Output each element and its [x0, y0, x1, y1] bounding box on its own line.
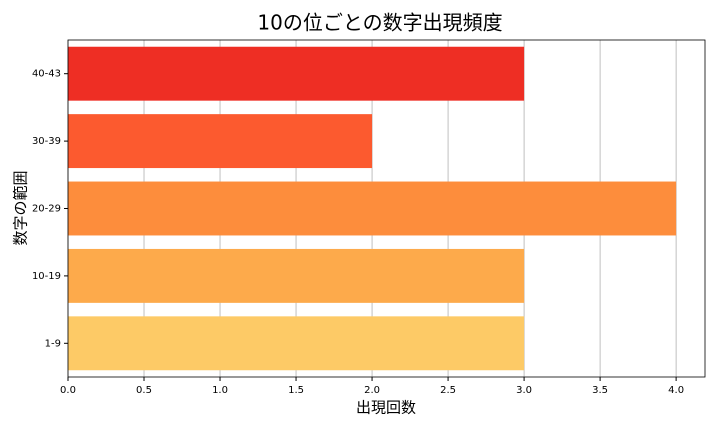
bar: [68, 248, 525, 303]
x-tick-label: 1.0: [212, 385, 228, 396]
x-tick-label: 0.0: [60, 385, 76, 396]
x-tick-label: 2.5: [440, 385, 456, 396]
plot-frame: [67, 39, 706, 378]
x-tick-label: 2.0: [364, 385, 380, 396]
y-tick-label: 10-19: [32, 271, 61, 282]
x-axis-label: 出現回数: [356, 399, 416, 417]
chart-title: 10の位ごとの数字出現頻度: [257, 11, 502, 35]
y-tick-label: 30-39: [32, 136, 61, 147]
x-tick-label: 3.5: [592, 385, 608, 396]
y-axis-label: 数字の範囲: [12, 170, 30, 245]
x-tick-label: 4.0: [668, 385, 684, 396]
x-tick-label: 1.5: [288, 385, 304, 396]
bar: [68, 181, 677, 236]
y-tick-label: 40-43: [32, 69, 61, 80]
x-tick-label: 0.5: [136, 385, 152, 396]
bar: [68, 114, 373, 169]
bar: [68, 316, 525, 371]
x-tick-label: 3.0: [516, 385, 532, 396]
bar: [68, 46, 525, 101]
y-tick-label: 20-29: [32, 204, 61, 215]
y-tick-label: 1-9: [45, 338, 61, 349]
